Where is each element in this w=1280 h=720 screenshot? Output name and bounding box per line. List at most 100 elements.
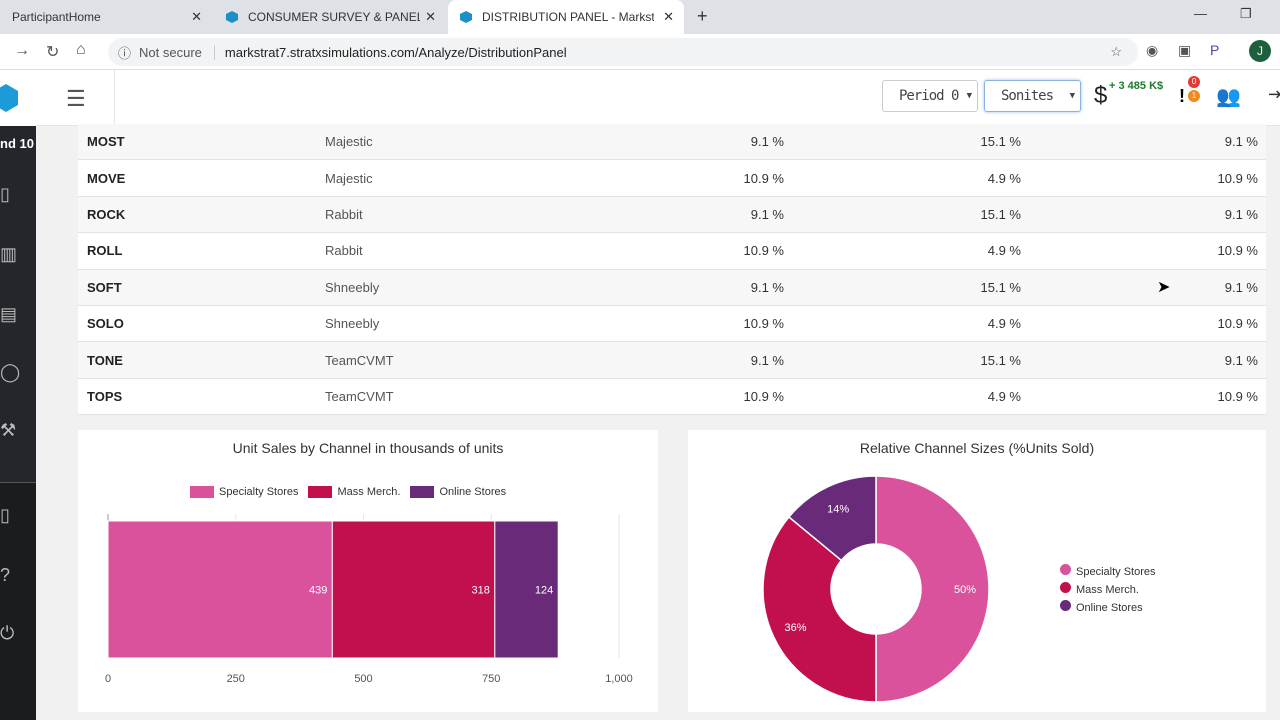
avatar-initial: J: [1257, 44, 1263, 58]
table-cell: 10.9 %: [1217, 388, 1258, 404]
table-cell: 15.1 %: [980, 279, 1021, 295]
profile-avatar[interactable]: J: [1249, 40, 1271, 62]
tab-participant-home[interactable]: ParticipantHome ✕: [0, 0, 212, 34]
period-select[interactable]: Period 0 ▼: [882, 80, 978, 112]
slice-online-stores: [787, 475, 877, 562]
table-cell: 10.9 %: [743, 243, 784, 259]
bar-specialty-stores: [107, 520, 333, 659]
close-icon[interactable]: ✕: [663, 9, 674, 24]
table-cell: Rabbit: [325, 243, 363, 259]
slice-label: 50%: [954, 584, 976, 596]
table-cell: 4.9 %: [987, 316, 1021, 332]
table-cell: Majestic: [325, 134, 373, 150]
table-cell: 15.1 %: [980, 206, 1021, 222]
browser-tab-bar: ParticipantHome ✕ CONSUMER SURVEY & PANEL…: [0, 0, 1280, 34]
table-row: MOVE Majestic 10.9 % 4.9 % 10.9 %: [78, 160, 1266, 197]
legend-swatch: [308, 486, 333, 498]
bar-legend: Specialty Stores Mass Merch. Online Stor…: [190, 486, 506, 498]
x-tick-label: 1,000: [605, 673, 633, 685]
sidebar: nd 10 ▯ ▥ ▤ ◯ ⚒ ▯ ? ⏻: [0, 70, 36, 720]
budget-dollar-icon[interactable]: $: [1094, 82, 1108, 109]
close-icon[interactable]: ✕: [191, 9, 202, 24]
app-header: ☰ Period 0 ▼ Sonites ▼ $ + 3 485 K$ ! 0 1 …: [36, 70, 1280, 126]
reload-icon[interactable]: ↻: [46, 44, 60, 61]
notification-badge-orange: 1: [1188, 90, 1200, 102]
extension-icon[interactable]: P: [1210, 42, 1220, 58]
table-cell: SOFT: [87, 279, 122, 295]
url-field[interactable]: ⓘ Not secure markstrat7.stratxsimulation…: [108, 38, 1138, 66]
legend-swatch: [410, 486, 435, 498]
alert-icon[interactable]: !: [1179, 86, 1185, 106]
market-select[interactable]: Sonites ▼: [984, 80, 1081, 112]
book-icon[interactable]: ▯: [0, 184, 10, 204]
security-label: Not secure: [139, 44, 202, 60]
table-row: SOFT Shneebly 9.1 % 15.1 % 9.1 %: [78, 269, 1266, 306]
table-cell: 9.1 %: [1224, 206, 1258, 222]
slice-label: 36%: [784, 622, 806, 634]
legend-swatch: [190, 486, 214, 498]
home-icon[interactable]: ⌂: [76, 41, 86, 58]
power-icon[interactable]: ⏻: [0, 623, 15, 643]
budget-value: + 3 485 K$: [1109, 80, 1164, 92]
legend-label: Online Stores: [1076, 602, 1143, 614]
legend-label: Specialty Stores: [219, 486, 299, 498]
bar-mass-merch-: [331, 520, 496, 659]
legend-label: Specialty Stores: [1076, 566, 1156, 578]
tools-icon[interactable]: ⚒: [0, 420, 17, 440]
table-row: MOST Majestic 9.1 % 15.1 % 9.1 %: [78, 124, 1266, 161]
star-icon[interactable]: ☆: [1110, 44, 1122, 59]
table-cell: 9.1 %: [1224, 134, 1258, 150]
slice-mass-merch-: [762, 515, 877, 703]
table-cell: 9.1 %: [1224, 279, 1258, 295]
x-tick-label: 750: [482, 673, 500, 685]
table-cell: 4.9 %: [987, 388, 1021, 404]
forward-icon[interactable]: →: [14, 42, 30, 59]
table-cell: 10.9 %: [1217, 243, 1258, 259]
tab-consumer-survey[interactable]: CONSUMER SURVEY & PANEL - ✕: [214, 0, 446, 34]
round-label: nd 10: [0, 136, 34, 151]
table-cell: TeamCVMT: [325, 352, 394, 368]
info-icon: ⓘ: [118, 45, 132, 61]
close-icon[interactable]: ✕: [425, 9, 436, 24]
menu-icon[interactable]: ☰: [66, 86, 86, 111]
table-cell: 9.1 %: [750, 352, 784, 368]
distribution-table: MOST Majestic 9.1 % 15.1 % 9.1 % MOVE Majestic…: [78, 124, 1266, 416]
new-tab-icon[interactable]: +: [697, 6, 708, 26]
extension-icon[interactable]: ▣: [1178, 42, 1192, 58]
building-icon[interactable]: ▥: [0, 244, 18, 264]
channel-size-panel: Relative Channel Sizes (%Units Sold) Spe…: [688, 430, 1266, 712]
help-icon[interactable]: ?: [0, 565, 11, 585]
slice-label: 14%: [827, 503, 849, 515]
restore-icon[interactable]: ❐: [1240, 6, 1252, 21]
table-cell: 4.9 %: [987, 243, 1021, 259]
newspaper-icon[interactable]: ▤: [0, 304, 18, 324]
minimize-icon[interactable]: —: [1194, 6, 1207, 21]
bar-data-label: 318: [471, 585, 489, 597]
chat-icon[interactable]: ◯: [0, 362, 21, 382]
table-row: ROLL Rabbit 10.9 % 4.9 % 10.9 %: [78, 233, 1266, 270]
x-tick-label: 250: [227, 673, 245, 685]
table-cell: 9.1 %: [1224, 352, 1258, 368]
table-cell: 4.9 %: [987, 170, 1021, 186]
tab-distribution-panel[interactable]: DISTRIBUTION PANEL - Markstra ✕: [448, 0, 684, 34]
address-bar: → ↻ ⌂ ⓘ Not secure markstrat7.stratxsimu…: [0, 34, 1280, 70]
table-cell: MOST: [87, 134, 125, 150]
book-icon[interactable]: ▯: [0, 505, 10, 525]
legend-label: Mass Merch.: [1076, 584, 1139, 596]
app-logo[interactable]: [0, 84, 18, 112]
extension-icon[interactable]: ◉: [1146, 42, 1159, 58]
table-cell: 15.1 %: [980, 352, 1021, 368]
donut-chart: 50% 36% 14%: [762, 475, 990, 703]
table-cell: 15.1 %: [980, 134, 1021, 150]
pie-legend: Specialty Stores Mass Merch. Online Stor…: [1060, 564, 1155, 614]
table-cell: Shneebly: [325, 279, 380, 295]
divider: [114, 70, 115, 126]
table-cell: ROLL: [87, 243, 123, 259]
logout-icon[interactable]: ⇥: [1268, 84, 1280, 104]
notification-badge-red: 0: [1188, 76, 1200, 88]
table-row: TONE TeamCVMT 9.1 % 15.1 % 9.1 %: [78, 342, 1266, 379]
table-cell: 10.9 %: [743, 316, 784, 332]
bar-data-label: 439: [309, 585, 327, 597]
team-icon[interactable]: 👥: [1216, 86, 1241, 108]
url-text: markstrat7.stratxsimulations.com/Analyze…: [213, 44, 567, 60]
